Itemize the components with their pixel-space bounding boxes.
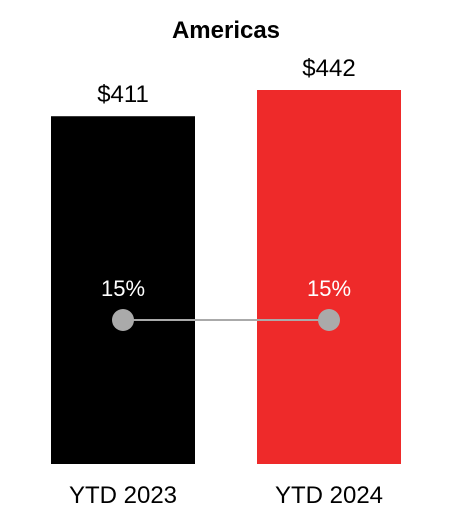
- category-label: YTD 2024: [275, 482, 383, 509]
- overlay-point: [318, 309, 340, 331]
- overlay-line-layer: 15% 15%: [101, 276, 351, 331]
- chart-title: Americas: [172, 17, 280, 44]
- overlay-point-label: 15%: [307, 276, 351, 301]
- category-label: YTD 2023: [69, 482, 177, 509]
- bar-value-label: $411: [97, 81, 149, 108]
- bar-value-label: $442: [302, 55, 355, 82]
- overlay-point: [112, 309, 134, 331]
- bar-ytd-2024: [257, 90, 401, 464]
- labels-layer: $411 YTD 2023 $442 YTD 2024: [69, 55, 383, 509]
- bars-layer: [51, 90, 401, 464]
- bar-ytd-2023: [51, 116, 195, 464]
- overlay-point-label: 15%: [101, 276, 145, 301]
